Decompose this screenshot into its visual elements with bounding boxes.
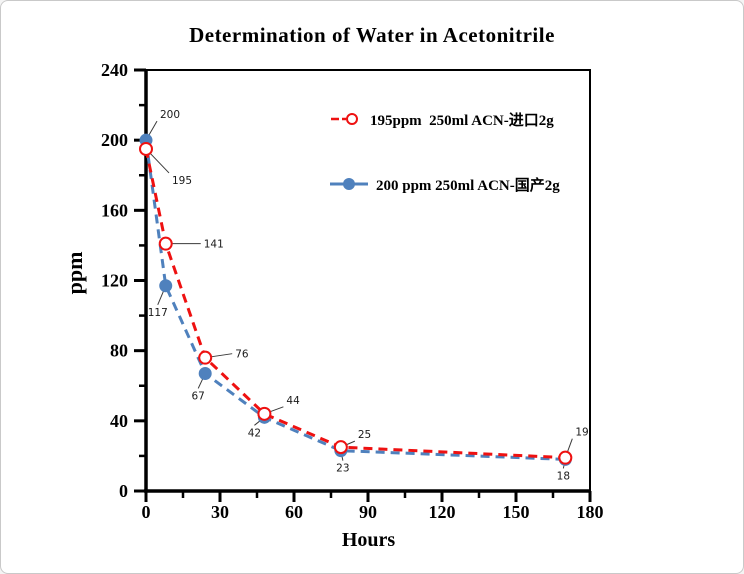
svg-text:23: 23 [336,463,349,475]
legend-label-domestic-acn: 200 ppm 250ml ACN-国产2g [376,177,560,194]
svg-text:67: 67 [192,390,205,402]
svg-text:18: 18 [557,470,570,482]
data-point-labels: 195 141 76 44 25 19 200 117 67 42 23 18 [148,109,589,482]
legend-item-imported-acn: 195ppm 250ml ACN-进口2g [330,106,560,132]
svg-text:160: 160 [101,200,128,220]
svg-text:25: 25 [358,429,371,441]
x-axis-ticks: 0 30 60 90 120 150 180 [142,491,604,522]
red-dashed-open-circle-marker-icon [331,113,358,125]
svg-text:80: 80 [110,341,128,361]
legend-label-imported-acn: 195ppm 250ml ACN-进口2g [370,112,554,129]
legend-item-domestic-acn: 200 ppm 250ml ACN-国产2g [330,171,560,197]
series-0-line-and-markers [139,141,573,465]
blue-line-filled-circle-marker-icon [330,178,368,190]
svg-text:200: 200 [101,130,128,150]
svg-text:60: 60 [285,502,303,522]
svg-text:195: 195 [172,175,192,187]
svg-text:117: 117 [148,307,168,319]
svg-text:150: 150 [503,502,530,522]
y-axis-ticks: 0 40 80 120 160 200 240 [101,60,146,501]
y-axis-label: ppm [62,251,87,295]
x-axis-label: Hours [341,529,396,551]
svg-text:120: 120 [101,271,128,291]
svg-text:90: 90 [359,502,377,522]
svg-text:0: 0 [119,481,128,501]
svg-text:19: 19 [575,427,588,439]
svg-text:141: 141 [204,239,224,251]
chart-legend: 195ppm 250ml ACN-进口2g 200 ppm 250ml ACN-… [330,106,560,197]
svg-text:76: 76 [235,349,249,361]
svg-text:200: 200 [160,109,180,121]
svg-text:30: 30 [211,502,229,522]
svg-text:180: 180 [577,502,604,522]
svg-text:42: 42 [248,427,261,439]
chart-title: Determination of Water in Acetonitrile [189,23,555,47]
svg-text:240: 240 [101,60,128,80]
svg-text:40: 40 [110,411,128,431]
svg-text:44: 44 [286,395,300,407]
svg-text:0: 0 [142,502,151,522]
svg-text:120: 120 [429,502,456,522]
